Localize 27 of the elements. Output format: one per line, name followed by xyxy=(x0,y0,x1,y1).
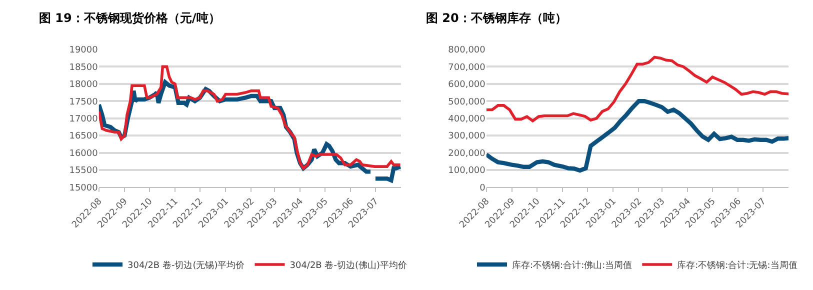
legend-label: 304/2B 卷-切边(佛山)平均价 xyxy=(290,260,407,272)
y-tick-label: 15000 xyxy=(69,183,98,194)
y-tick-label: 18500 xyxy=(69,62,98,73)
y-tick-label: 500,000 xyxy=(448,97,486,108)
legend-label: 库存:不锈钢:合计:无锡:当周值 xyxy=(677,260,798,272)
y-tick-label: 100,000 xyxy=(448,166,486,176)
y-tick-label: 200,000 xyxy=(448,148,486,159)
y-tick-label: 0 xyxy=(480,183,486,194)
y-tick-label: 16000 xyxy=(69,148,98,159)
chart-title: 图 19：不锈钢现货价格（元/吨） xyxy=(39,11,220,25)
y-tick-label: 15500 xyxy=(69,166,98,176)
line-series xyxy=(486,99,789,173)
line-series xyxy=(486,56,789,122)
legend-label: 库存:不锈钢:合计:佛山:当周值 xyxy=(512,260,632,272)
y-tick-label: 17500 xyxy=(69,97,98,108)
y-tick-label: 800,000 xyxy=(448,46,486,56)
chart-title: 图 20：不锈钢库存（吨） xyxy=(426,11,567,25)
y-tick-label: 17000 xyxy=(69,114,98,124)
y-tick-label: 600,000 xyxy=(448,80,486,90)
y-tick-label: 16500 xyxy=(69,132,98,142)
y-tick-label: 700,000 xyxy=(448,62,486,73)
legend-label: 304/2B 卷-切边(无锡)平均价 xyxy=(128,260,245,272)
y-tick-label: 18000 xyxy=(69,80,98,90)
y-tick-label: 19000 xyxy=(69,46,98,56)
y-tick-label: 400,000 xyxy=(448,114,486,124)
line-series xyxy=(98,65,402,170)
y-tick-label: 300,000 xyxy=(448,132,486,142)
